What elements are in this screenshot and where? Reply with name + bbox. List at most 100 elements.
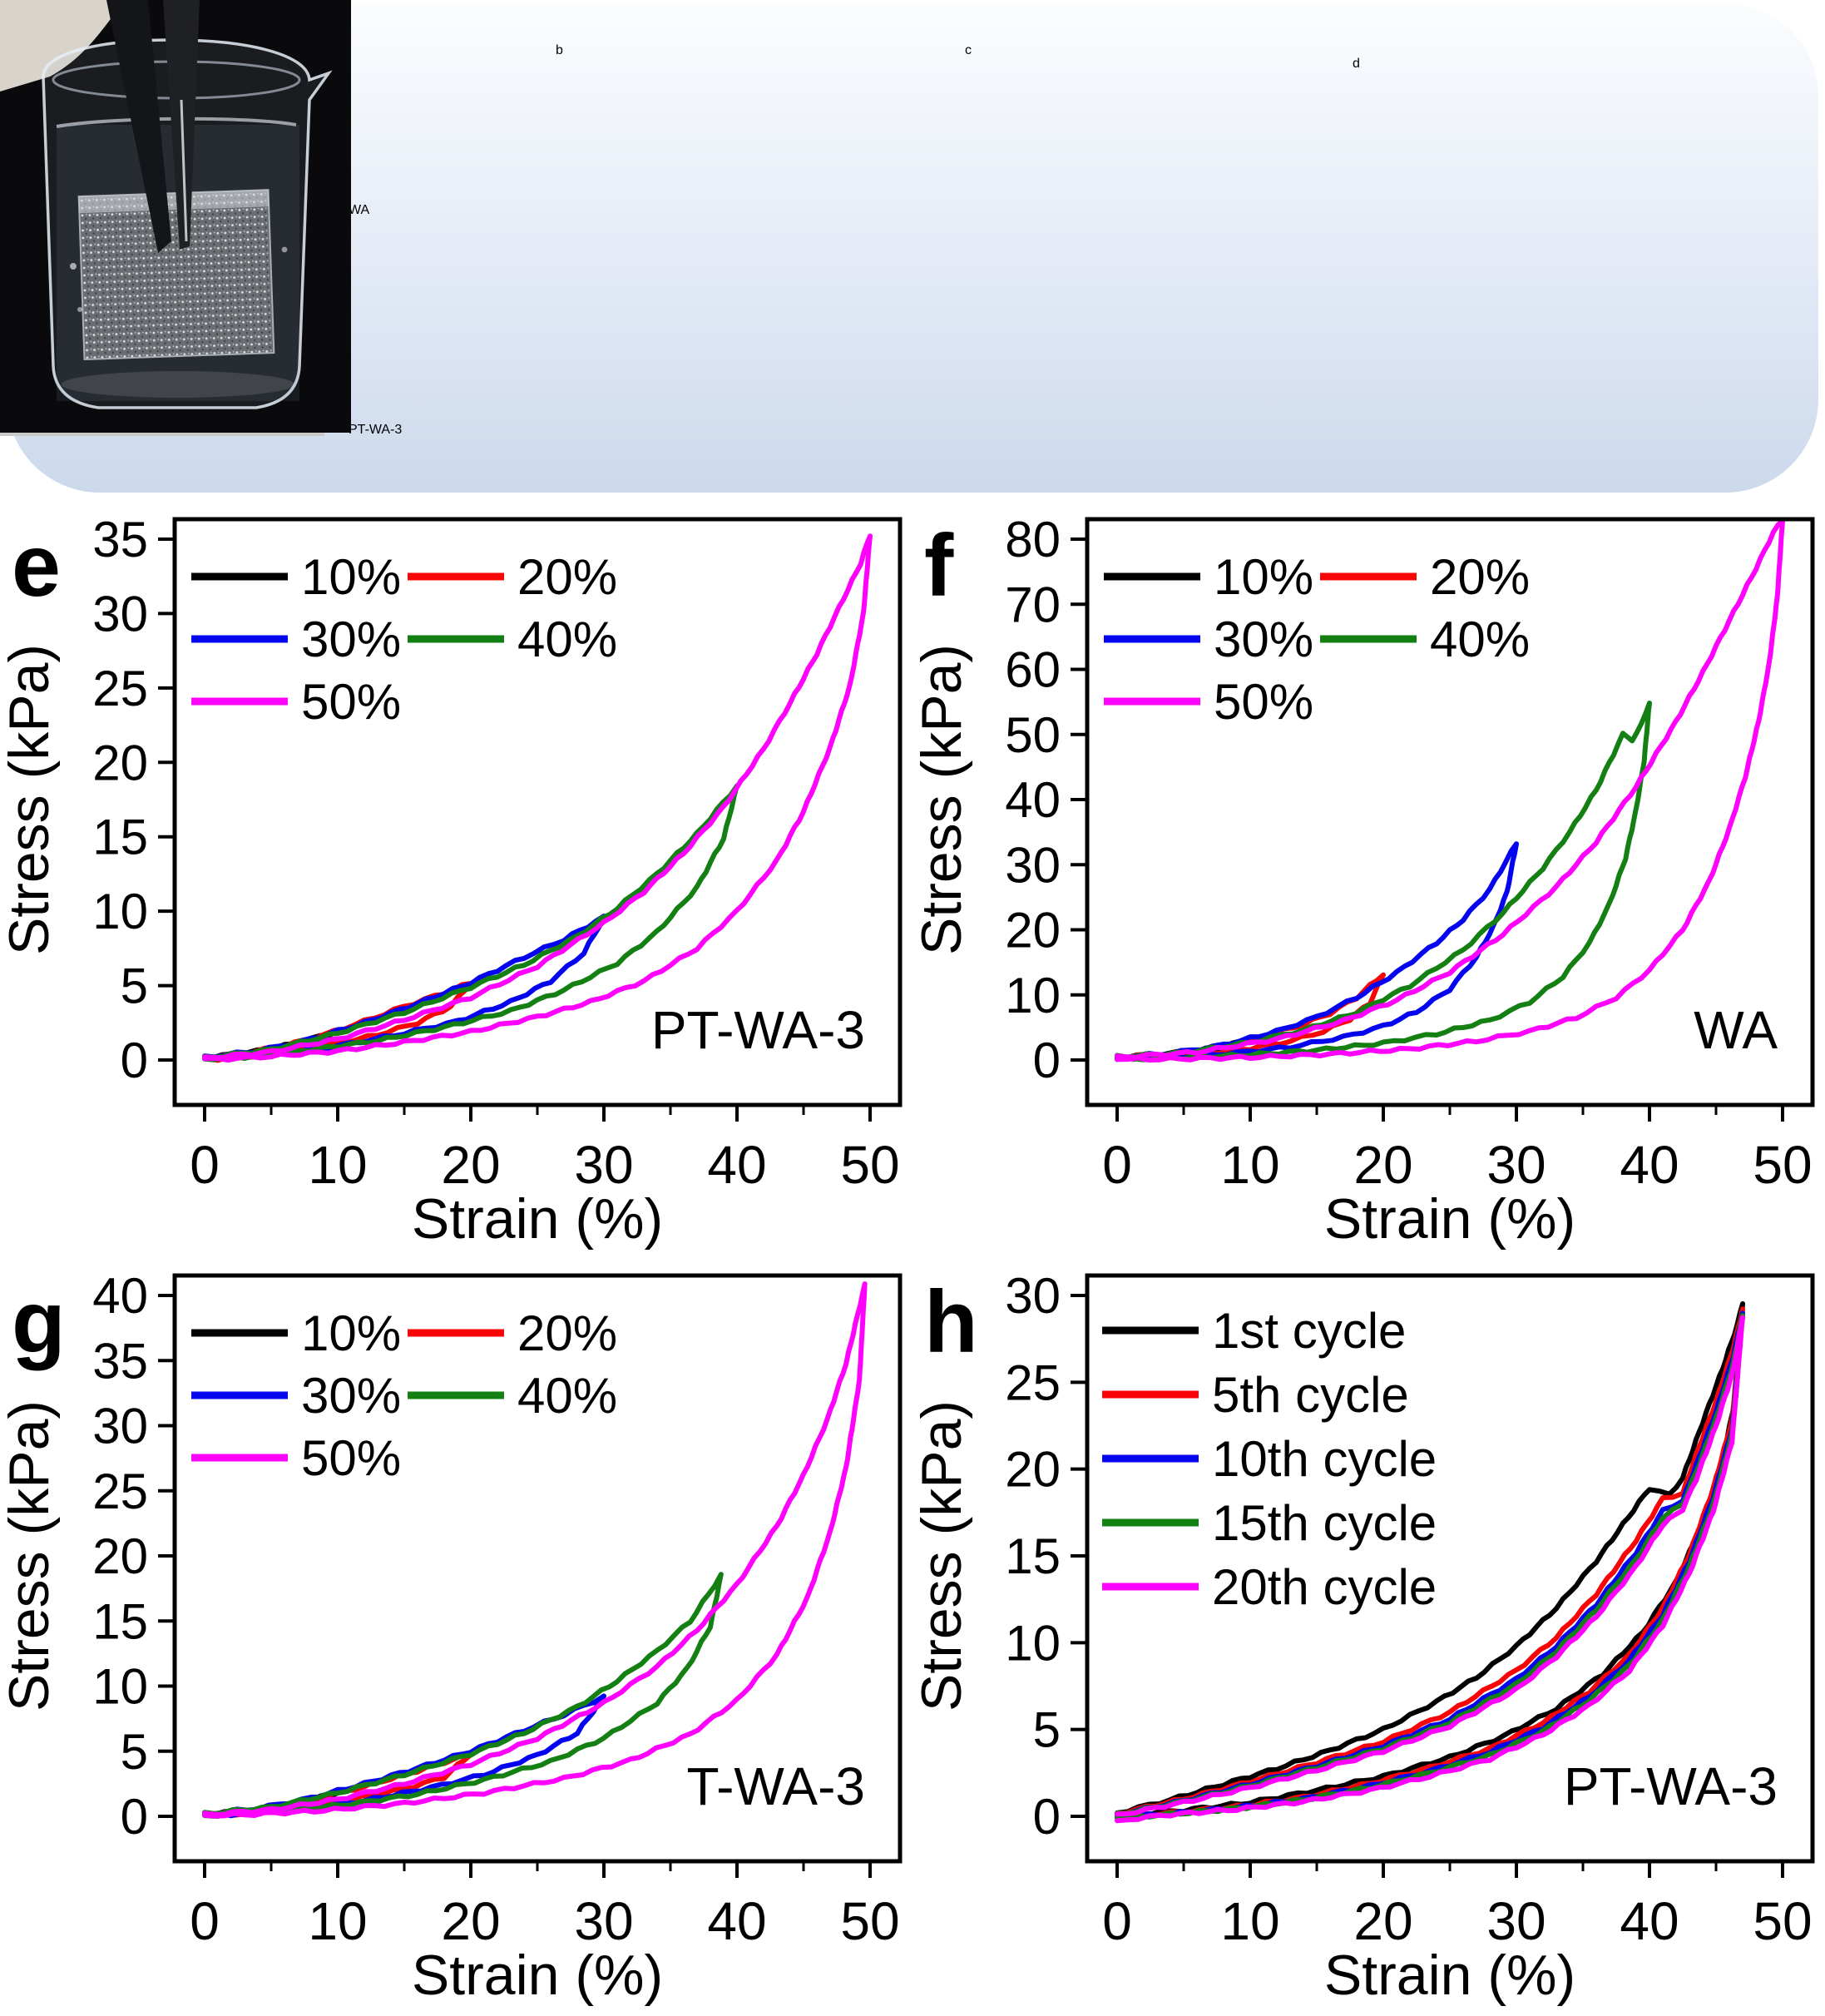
panel-b-letter: b <box>556 43 563 57</box>
legend-label-15th cycle: 15th cycle <box>1212 1495 1437 1551</box>
sample-annotation: PT-WA-3 <box>1564 1756 1778 1816</box>
legend-label-40%: 40% <box>517 612 617 667</box>
y-tick-label: 60 <box>1005 642 1061 698</box>
x-tick-label: 20 <box>1353 1891 1412 1951</box>
submerged-aerogel-block <box>77 189 275 361</box>
series-line-50% <box>1115 518 1785 1063</box>
x-tick-label: 0 <box>1102 1891 1132 1951</box>
x-tick-label: 10 <box>308 1891 367 1951</box>
x-axis-title: Strain (%) <box>1324 1187 1575 1251</box>
bubble <box>77 307 82 312</box>
x-tick-label: 0 <box>190 1135 220 1195</box>
x-tick-label: 10 <box>1220 1891 1279 1951</box>
legend-label-10%: 10% <box>301 1305 401 1361</box>
legend-label-50%: 50% <box>1214 674 1313 730</box>
panel-letter-h: h <box>924 1273 978 1371</box>
legend-label-10th cycle: 10th cycle <box>1212 1431 1437 1487</box>
y-tick-label: 30 <box>92 1399 148 1454</box>
y-tick-label: 10 <box>92 884 148 939</box>
legend-label-50%: 50% <box>301 674 401 730</box>
chart-h-cyclic-ptwa3: 0 10 20 30 40 50 0 5 10 15 20 25 30 Strain (%) Stress … <box>910 1254 1825 2016</box>
series-line-40% <box>202 783 739 1062</box>
series-line-30% <box>1115 841 1519 1062</box>
beaker-base-glow <box>62 371 294 398</box>
y-tick-label: 35 <box>92 1333 148 1389</box>
x-tick-label: 30 <box>574 1891 633 1951</box>
y-tick-label: 30 <box>92 586 148 641</box>
x-tick-label: 10 <box>308 1135 367 1195</box>
x-tick-label: 0 <box>190 1891 220 1951</box>
chart-e-stress-strain-ptwa3: 0 10 20 30 40 50 0 5 10 15 20 25 30 35 Strain (%) Stres… <box>0 498 912 1260</box>
y-tick-label: 5 <box>121 1724 148 1780</box>
y-axis-title: Stress (kPa) <box>0 1400 61 1711</box>
panel-c-letter: c <box>965 43 972 57</box>
y-tick-label: 40 <box>92 1268 148 1324</box>
chart-svg-f: 0 10 20 30 40 50 0 10 20 30 40 50 60 70 80 Strain (%) St… <box>910 512 1815 1251</box>
y-tick-label: 5 <box>1033 1702 1061 1758</box>
chart-svg-e: 0 10 20 30 40 50 0 5 10 15 20 25 30 35 Strain (%) Stres… <box>0 512 903 1251</box>
chart-svg-g: 0 10 20 30 40 50 0 5 10 15 20 25 30 35 40 Strain (%) Str… <box>0 1268 903 2007</box>
y-tick-label: 15 <box>92 810 148 865</box>
legend-label-20th cycle: 20th cycle <box>1212 1559 1437 1615</box>
x-tick-label: 40 <box>707 1135 766 1195</box>
legend-label-20%: 20% <box>517 1305 617 1361</box>
y-tick-label: 20 <box>92 735 148 790</box>
x-tick-label: 40 <box>1620 1891 1679 1951</box>
y-tick-label: 20 <box>1005 1442 1061 1498</box>
tile-label-wa: WA <box>349 203 370 217</box>
block-plastron-sheen <box>78 190 270 214</box>
y-tick-label: 20 <box>1005 903 1061 958</box>
beaker-submerged-illustration <box>0 0 351 433</box>
y-tick-label: 10 <box>92 1659 148 1715</box>
legend-label-5th cycle: 5th cycle <box>1212 1367 1409 1423</box>
x-axis-title: Strain (%) <box>412 1187 663 1251</box>
panel-letter-e: e <box>12 517 61 615</box>
x-tick-label: 0 <box>1102 1135 1132 1195</box>
legend-label-40%: 40% <box>517 1368 617 1424</box>
legend-label-10%: 10% <box>301 549 401 605</box>
y-tick-label: 0 <box>121 1789 148 1845</box>
sample-annotation: WA <box>1694 1000 1778 1060</box>
y-tick-label: 10 <box>1005 968 1061 1023</box>
panel-d-letter: d <box>1353 57 1360 71</box>
sample-annotation: T-WA-3 <box>687 1756 866 1816</box>
y-tick-label: 30 <box>1005 1268 1061 1324</box>
x-tick-label: 20 <box>1353 1135 1412 1195</box>
x-tick-label: 30 <box>1486 1135 1546 1195</box>
legend-label-40%: 40% <box>1430 612 1530 667</box>
y-tick-label: 5 <box>121 958 148 1014</box>
y-tick-label: 70 <box>1005 577 1061 632</box>
y-axis-title: Stress (kPa) <box>912 644 973 955</box>
gloved-hand <box>0 0 125 92</box>
legend-label-10%: 10% <box>1214 549 1313 605</box>
series-line-20th cycle <box>1115 1315 1745 1824</box>
legend-label-50%: 50% <box>301 1430 401 1486</box>
y-tick-label: 25 <box>92 1464 148 1519</box>
y-tick-label: 0 <box>1033 1033 1061 1088</box>
y-tick-label: 30 <box>1005 837 1061 893</box>
y-tick-label: 20 <box>92 1528 148 1584</box>
y-tick-label: 0 <box>1033 1789 1061 1845</box>
x-tick-label: 50 <box>1753 1135 1812 1195</box>
x-tick-label: 40 <box>707 1891 766 1951</box>
y-tick-label: 10 <box>1005 1615 1061 1671</box>
series-line-50% <box>202 533 873 1063</box>
y-tick-label: 15 <box>1005 1528 1061 1584</box>
x-tick-label: 40 <box>1620 1135 1679 1195</box>
x-tick-label: 30 <box>574 1135 633 1195</box>
chart-g-stress-strain-twa3: 0 10 20 30 40 50 0 5 10 15 20 25 30 35 40 Strain (%) Str… <box>0 1254 912 2016</box>
x-tick-label: 20 <box>441 1135 500 1195</box>
tweezers-highlight <box>180 99 188 242</box>
legend-label-1st cycle: 1st cycle <box>1212 1303 1406 1359</box>
x-tick-label: 50 <box>1753 1891 1812 1951</box>
x-tick-label: 10 <box>1220 1135 1279 1195</box>
y-tick-label: 15 <box>92 1593 148 1649</box>
legend-label-20%: 20% <box>1430 549 1530 605</box>
tile-label-ptwa3: PT-WA-3 <box>349 423 403 437</box>
panel-letter-f: f <box>924 517 954 615</box>
y-tick-label: 25 <box>1005 1355 1061 1410</box>
y-tick-label: 25 <box>92 661 148 716</box>
y-tick-label: 35 <box>92 512 148 567</box>
x-tick-label: 50 <box>840 1135 899 1195</box>
